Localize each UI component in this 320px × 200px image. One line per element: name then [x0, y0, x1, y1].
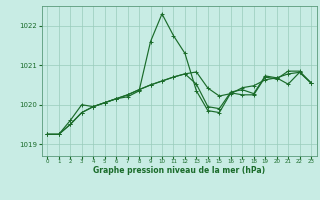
X-axis label: Graphe pression niveau de la mer (hPa): Graphe pression niveau de la mer (hPa) — [93, 166, 265, 175]
